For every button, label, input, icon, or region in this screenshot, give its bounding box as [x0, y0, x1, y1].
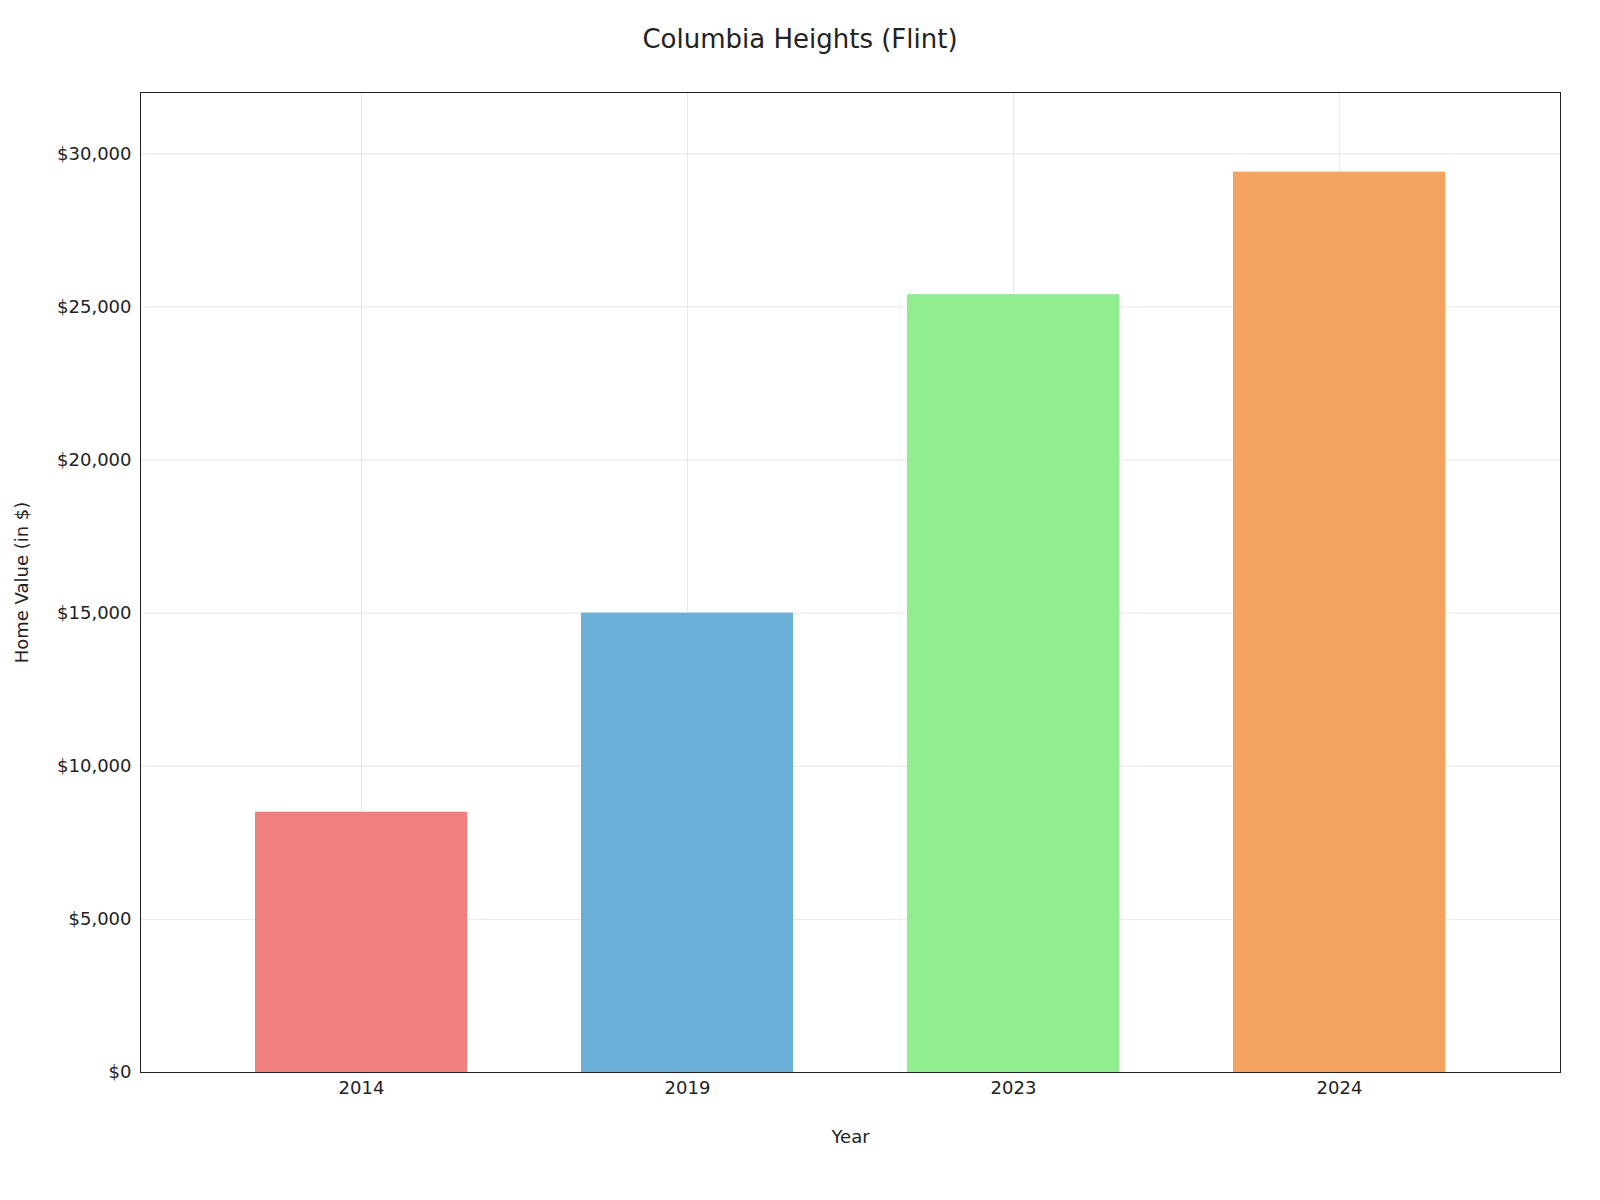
svg-text:$25,000: $25,000 [57, 296, 131, 317]
svg-text:$15,000: $15,000 [57, 602, 131, 623]
svg-text:$0: $0 [109, 1061, 132, 1082]
svg-text:2019: 2019 [665, 1077, 711, 1098]
svg-text:2024: 2024 [1317, 1077, 1363, 1098]
svg-text:2023: 2023 [991, 1077, 1037, 1098]
svg-text:Home Value (in $): Home Value (in $) [11, 502, 32, 664]
svg-text:$20,000: $20,000 [57, 449, 131, 470]
svg-text:$10,000: $10,000 [57, 755, 131, 776]
svg-text:Year: Year [830, 1126, 870, 1147]
html-text:Columbia Heights (Flint): Columbia Heights (Flint) [642, 24, 958, 54]
svg-text:2014: 2014 [339, 1077, 385, 1098]
svg-text:$30,000: $30,000 [57, 143, 131, 164]
svg-text:$5,000: $5,000 [69, 908, 132, 929]
